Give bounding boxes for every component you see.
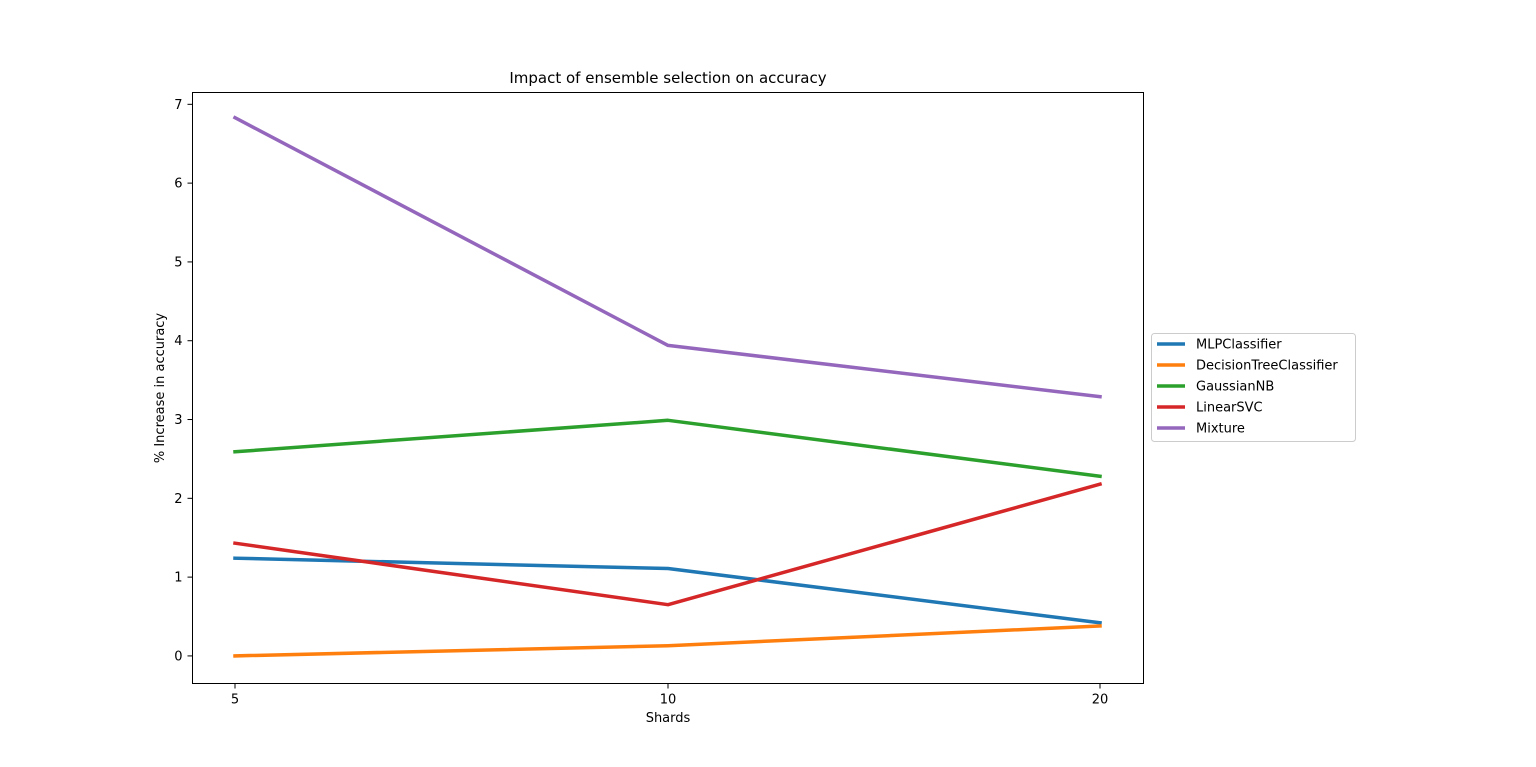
legend-label-1: DecisionTreeClassifier — [1196, 359, 1338, 374]
series-layer — [232, 115, 1103, 658]
series-line-0 — [233, 556, 1102, 625]
y-axis-label: % Increase in accuracy — [153, 313, 168, 464]
legend: MLPClassifier DecisionTreeClassifier Gauss… — [1151, 333, 1356, 442]
series-line-4 — [232, 115, 1102, 399]
x-tick-label: 10 — [660, 693, 677, 708]
y-tick-label: 5 — [174, 255, 182, 270]
y-tick-label: 0 — [174, 649, 182, 664]
series-line-2 — [233, 418, 1102, 479]
y-tick-label: 6 — [174, 177, 182, 192]
legend-label-2: GaussianNB — [1196, 380, 1274, 395]
y-tick-label: 4 — [174, 334, 182, 349]
y-tick-label: 7 — [174, 98, 182, 113]
chart-title: Impact of ensemble selection on accuracy — [509, 69, 826, 87]
series-line-3 — [233, 481, 1103, 607]
x-tick-label: 20 — [1092, 693, 1109, 708]
y-tick-label: 1 — [174, 571, 182, 586]
legend-label-4: Mixture — [1196, 422, 1245, 437]
x-axis: 5 10 20 — [231, 683, 1109, 708]
legend-frame — [1151, 333, 1356, 442]
legend-label-3: LinearSVC — [1196, 401, 1263, 416]
x-axis-label: Shards — [646, 711, 691, 726]
x-tick-label: 5 — [231, 693, 239, 708]
y-tick-label: 3 — [174, 413, 182, 428]
series-line-1 — [233, 624, 1102, 658]
legend-label-0: MLPClassifier — [1196, 338, 1282, 353]
y-tick-label: 2 — [174, 492, 182, 507]
y-axis: 0 1 2 3 4 5 6 7 — [174, 98, 193, 664]
plot-area-frame — [192, 92, 1144, 684]
